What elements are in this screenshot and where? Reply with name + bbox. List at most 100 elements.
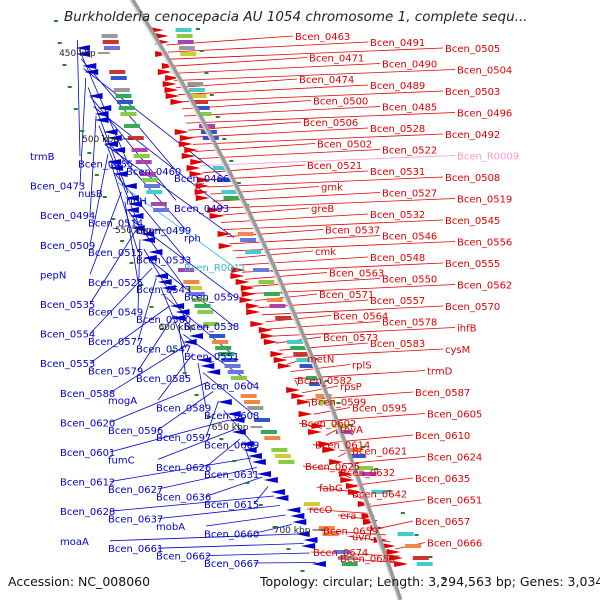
gene-label-reverse[interactable]: Bcen_0636: [156, 492, 211, 503]
gene-label-forward[interactable]: Bcen_0595: [352, 404, 407, 415]
gene-label-forward[interactable]: Bcen_0537: [325, 226, 380, 237]
gene-label-reverse[interactable]: ribH: [126, 196, 147, 207]
gene-label-forward[interactable]: Bcen_0583: [370, 339, 425, 350]
gene-label-reverse[interactable]: trmB: [30, 152, 55, 163]
gene-label-reverse[interactable]: Bcen_0499: [136, 226, 191, 237]
gene-label-forward[interactable]: Bcen_0562: [457, 281, 512, 292]
gene-label-forward[interactable]: recO: [309, 505, 333, 516]
gene-label-forward[interactable]: trmD: [427, 367, 453, 378]
gene-label-forward[interactable]: Bcen_0666: [427, 539, 482, 550]
gene-label-reverse[interactable]: Bcen_0525: [88, 278, 143, 289]
gene-label-reverse[interactable]: Bcen_0627: [108, 485, 163, 496]
gene-label-forward[interactable]: Bcen_0563: [329, 269, 384, 280]
gene-label-forward[interactable]: Bcen_0545: [445, 216, 500, 227]
gene-label-reverse[interactable]: Bcen_0549: [88, 307, 143, 318]
gene-label-forward[interactable]: Bcen_0557: [370, 296, 425, 307]
gene-label-forward[interactable]: greB: [311, 204, 334, 215]
gene-label-reverse[interactable]: Bcen_0515: [88, 248, 143, 259]
gene-label-reverse[interactable]: Bcen_0604: [204, 381, 259, 392]
gene-label-forward[interactable]: Bcen_0632: [340, 468, 395, 479]
gene-label-forward[interactable]: Bcen_0578: [382, 318, 437, 329]
gene-label-reverse[interactable]: Bcen_0579: [88, 367, 143, 378]
gene-label-forward[interactable]: Bcen_0570: [445, 302, 500, 313]
gene-label-reverse[interactable]: Bcen_0662: [156, 552, 211, 563]
gene-label-reverse[interactable]: Bcen_0509: [40, 241, 95, 252]
gene-label-reverse[interactable]: Bcen_0609: [204, 441, 259, 452]
gene-label-reverse[interactable]: Bcen_0559: [184, 293, 239, 304]
gene-label-reverse[interactable]: Bcen_0473: [30, 182, 85, 193]
gene-label-forward[interactable]: Bcen_0571: [319, 290, 374, 301]
gene-label-reverse[interactable]: moaA: [60, 537, 89, 548]
gene-label-reverse[interactable]: Bcen_0493: [174, 204, 229, 215]
gene-label-forward[interactable]: Bcen_0531: [370, 167, 425, 178]
gene-label-forward[interactable]: Bcen_0528: [370, 124, 425, 135]
gene-label-forward[interactable]: Bcen_0582: [297, 376, 352, 387]
gene-label-forward[interactable]: Bcen_0548: [370, 253, 425, 264]
gene-label-forward[interactable]: Bcen_0491: [370, 38, 425, 49]
gene-label-forward[interactable]: Bcen_0635: [415, 474, 470, 485]
gene-label-forward[interactable]: Bcen_0556: [457, 238, 512, 249]
gene-label-reverse[interactable]: Bcen_R0011: [184, 263, 246, 274]
gene-label-reverse[interactable]: Bcen_0466: [174, 174, 229, 185]
gene-label-reverse[interactable]: Bcen_0620: [60, 418, 115, 429]
gene-label-reverse[interactable]: Bcen_0589: [156, 404, 211, 415]
gene-label-forward[interactable]: metN: [307, 355, 334, 366]
gene-label-forward[interactable]: Bcen_0504: [457, 66, 512, 77]
gene-label-forward[interactable]: Bcen_0642: [352, 490, 407, 501]
gene-label-reverse[interactable]: Bcen_0553: [40, 359, 95, 370]
gene-label-reverse[interactable]: Bcen_0514: [88, 219, 143, 230]
gene-label-reverse[interactable]: mogA: [108, 396, 137, 407]
gene-label-forward[interactable]: rplS: [352, 361, 372, 372]
gene-label-forward[interactable]: Bcen_0602: [301, 419, 356, 430]
gene-label-reverse[interactable]: Bcen_0628: [60, 507, 115, 518]
gene-label-forward[interactable]: Bcen_0573: [323, 333, 378, 344]
gene-label-reverse[interactable]: Bcen_0585: [136, 374, 191, 385]
gene-label-reverse[interactable]: Bcen_0554: [40, 330, 95, 341]
gene-label-forward[interactable]: cmk: [315, 247, 336, 258]
gene-label-forward[interactable]: Bcen_0564: [333, 312, 388, 323]
gene-label-forward[interactable]: Bcen_0532: [370, 210, 425, 221]
gene-label-reverse[interactable]: Bcen_0535: [40, 300, 95, 311]
gene-label-reverse[interactable]: Bcen_0597: [156, 433, 211, 444]
gene-label-forward[interactable]: Bcen_0502: [317, 140, 372, 151]
gene-label-forward[interactable]: Bcen_0599: [311, 398, 366, 409]
gene-label-forward[interactable]: rpsP: [340, 382, 362, 393]
gene-label-reverse[interactable]: nusB: [78, 189, 103, 200]
gene-label-forward[interactable]: Bcen_0605: [427, 410, 482, 421]
gene-label-reverse[interactable]: Bcen_0560: [136, 315, 191, 326]
gene-label-reverse[interactable]: rph: [184, 233, 201, 244]
gene-label-forward[interactable]: Bcen_0519: [457, 195, 512, 206]
gene-label-reverse[interactable]: Bcen_0637: [108, 515, 163, 526]
gene-label-forward[interactable]: era: [340, 511, 356, 522]
gene-label-forward[interactable]: Bcen_0490: [382, 60, 437, 71]
gene-label-reverse[interactable]: Bcen_0455: [78, 159, 133, 170]
gene-label-reverse[interactable]: Bcen_0547: [136, 344, 191, 355]
gene-label-reverse[interactable]: Bcen_0596: [108, 426, 163, 437]
gene-label-forward[interactable]: Bcen_0621: [352, 447, 407, 458]
gene-label-reverse[interactable]: Bcen_0612: [60, 478, 115, 489]
gene-label-forward[interactable]: Bcen_0485: [382, 103, 437, 114]
gene-label-reverse[interactable]: Bcen_0538: [184, 322, 239, 333]
gene-label-forward[interactable]: Bcen_0527: [382, 189, 437, 200]
gene-label-reverse[interactable]: Bcen_0543: [136, 285, 191, 296]
gene-label-forward[interactable]: Bcen_0521: [307, 161, 362, 172]
gene-label-forward[interactable]: Bcen_0546: [382, 232, 437, 243]
gene-label-forward[interactable]: Bcen_0651: [427, 496, 482, 507]
gene-label-forward[interactable]: cysM: [445, 345, 470, 356]
gene-label-forward[interactable]: gmk: [321, 183, 343, 194]
gene-label-reverse[interactable]: Bcen_0601: [60, 448, 115, 459]
gene-label-reverse[interactable]: fumC: [108, 455, 135, 466]
gene-label-forward[interactable]: Bcen_0471: [309, 54, 364, 65]
gene-label-forward[interactable]: Bcen_0489: [370, 81, 425, 92]
gene-label-reverse[interactable]: Bcen_0608: [204, 411, 259, 422]
gene-label-forward[interactable]: Bcen_0522: [382, 146, 437, 157]
gene-label-forward[interactable]: Bcen_0657: [415, 517, 470, 528]
gene-label-forward[interactable]: ihfB: [457, 324, 477, 335]
gene-label-forward[interactable]: Bcen_0492: [445, 130, 500, 141]
gene-label-reverse[interactable]: pepN: [40, 270, 66, 281]
gene-label-reverse[interactable]: Bcen_0631: [204, 470, 259, 481]
gene-label-reverse[interactable]: mobA: [156, 522, 185, 533]
gene-label-forward[interactable]: Bcen_0503: [445, 87, 500, 98]
gene-label-forward[interactable]: Bcen_0674: [313, 548, 368, 559]
gene-label-forward[interactable]: Bcen_0625: [305, 462, 360, 473]
